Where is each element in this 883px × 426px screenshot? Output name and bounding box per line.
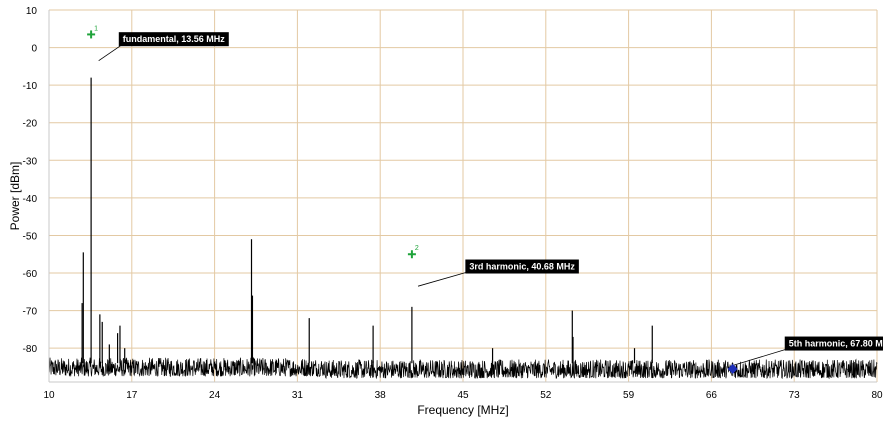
- y-tick-label: 0: [31, 44, 37, 55]
- x-axis-title: Frequency [MHz]: [417, 403, 508, 417]
- annotation-1: fundamental, 13.56 MHz: [98, 32, 229, 62]
- annotations: fundamental, 13.56 MHz 3rd harmonic, 40.6…: [98, 32, 883, 366]
- marker-1: 1: [87, 25, 98, 39]
- marker-number: 1: [94, 25, 98, 32]
- y-tick-label: 10: [26, 6, 38, 17]
- marker-diamond: [727, 363, 738, 374]
- tick-labels: 10 17 24 31 38 45 52 59 66 73 80 10 0 -10 -20 -30 -40 -50…: [23, 6, 883, 401]
- plot-frame: [48, 10, 877, 383]
- marker-2: 2: [407, 245, 419, 259]
- annotation-2: 3rd harmonic, 40.68 MHz: [417, 259, 579, 287]
- noise-trace: [48, 356, 878, 380]
- x-tick-label: 24: [209, 390, 221, 401]
- y-tick-label: -10: [23, 81, 38, 92]
- x-tick-label: 73: [789, 390, 801, 401]
- y-tick-label: -20: [23, 119, 38, 130]
- markers: 12: [87, 25, 738, 374]
- annotation-leader: [417, 271, 470, 287]
- annotation-leader: [733, 348, 789, 366]
- y-tick-label: -70: [23, 307, 38, 318]
- spectral-spikes: [81, 77, 734, 367]
- x-tick-label: 10: [43, 390, 55, 401]
- x-tick-label: 31: [292, 390, 304, 401]
- annotation-leader: [98, 43, 124, 62]
- annotation-box: [118, 32, 229, 47]
- grid: [48, 9, 878, 382]
- y-tick-label: -60: [23, 269, 38, 280]
- y-tick-label: -50: [23, 231, 38, 242]
- y-tick-label: -40: [23, 194, 38, 205]
- y-tick-label: -80: [23, 344, 38, 355]
- annotation-text: 5th harmonic, 67.80 MHz: [789, 339, 883, 349]
- x-tick-label: 38: [375, 390, 387, 401]
- x-tick-label: 80: [871, 390, 883, 401]
- x-tick-label: 52: [540, 390, 552, 401]
- annotation-box: [465, 259, 579, 274]
- y-axis-title: Power [dBm]: [8, 162, 22, 231]
- x-tick-label: 17: [126, 390, 138, 401]
- annotation-text: 3rd harmonic, 40.68 MHz: [469, 262, 575, 272]
- marker-number: 2: [415, 245, 419, 252]
- x-tick-label: 59: [623, 390, 635, 401]
- y-tick-label: -30: [23, 156, 38, 167]
- noise-floor: [48, 356, 878, 380]
- x-tick-label: 45: [457, 390, 469, 401]
- x-tick-label: 66: [706, 390, 718, 401]
- annotation-3: 5th harmonic, 67.80 MHz: [733, 336, 883, 366]
- annotation-box: [784, 336, 883, 351]
- annotation-text: fundamental, 13.56 MHz: [123, 34, 226, 44]
